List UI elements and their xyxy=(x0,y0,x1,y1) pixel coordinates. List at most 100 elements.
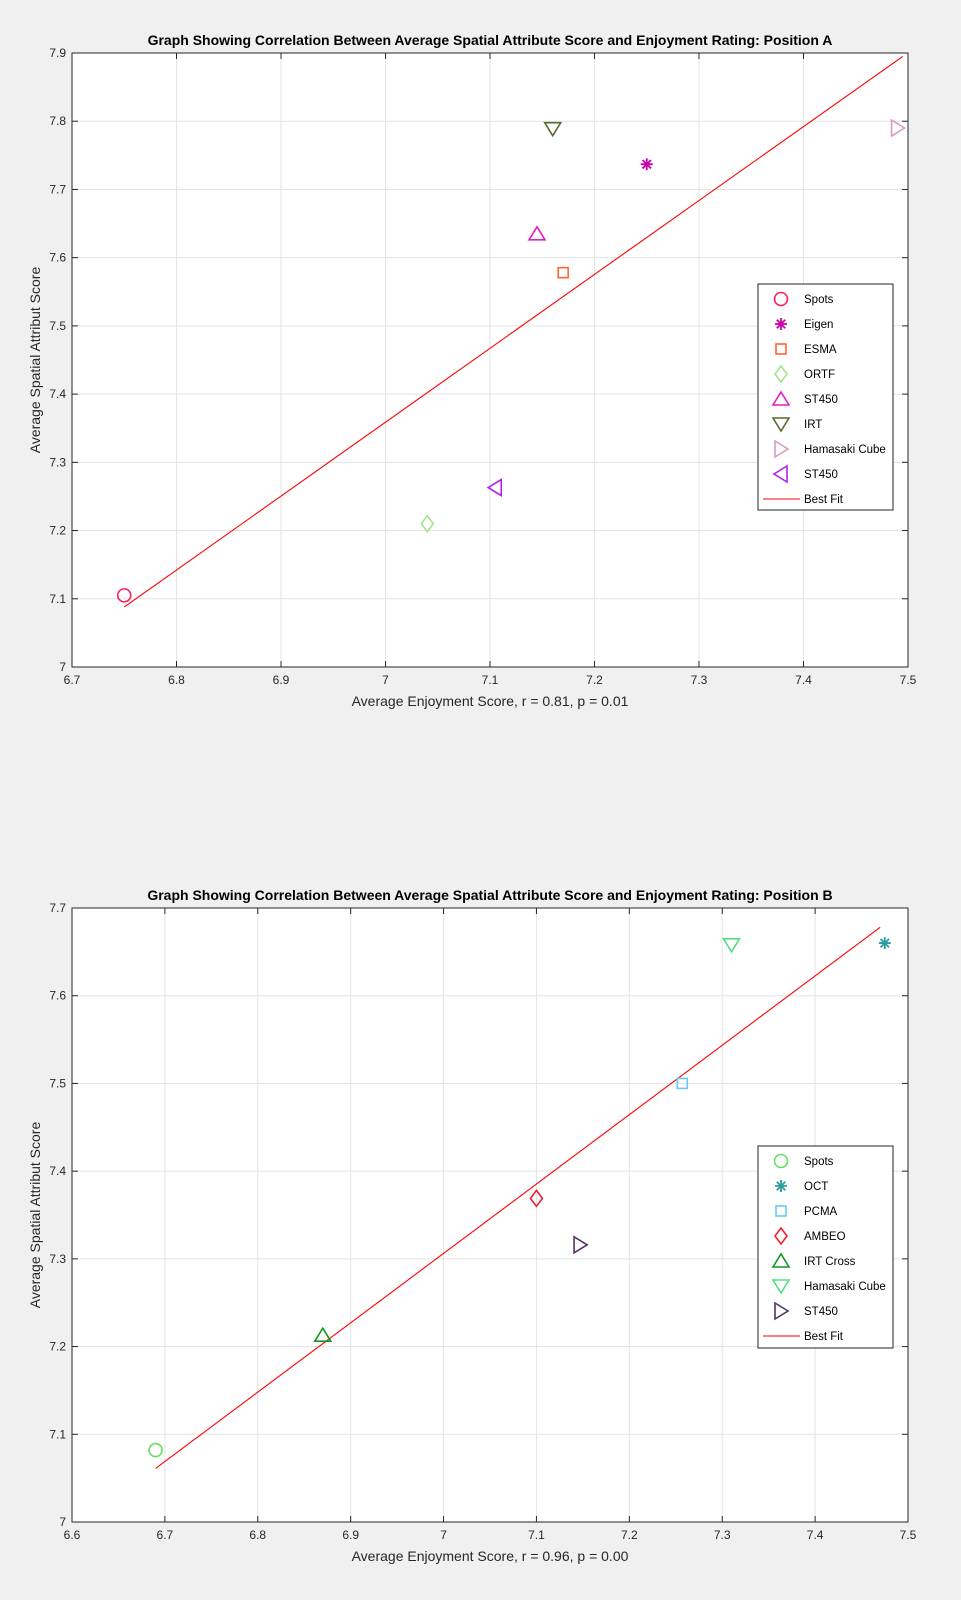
legend-label: Spots xyxy=(804,294,834,306)
legend-marker xyxy=(774,364,788,384)
legend-marker xyxy=(771,1279,791,1295)
legend-label: Eigen xyxy=(804,319,833,331)
x-axis-label: Average Enjoyment Score, r = 0.81, p = 0… xyxy=(352,693,629,709)
x-tick-label: 7.1 xyxy=(482,673,499,687)
x-tick-label: 7.3 xyxy=(691,673,708,687)
data-point xyxy=(420,514,435,534)
legend-marker xyxy=(772,464,788,484)
x-tick-label: 7.3 xyxy=(714,1528,731,1542)
y-axis-label: Average Spatial Attribut Score xyxy=(27,267,43,454)
y-tick-label: 7.4 xyxy=(49,1164,66,1178)
y-tick-label: 7.3 xyxy=(49,455,66,469)
chart-title: Graph Showing Correlation Between Averag… xyxy=(147,887,832,903)
y-tick-label: 7.6 xyxy=(49,251,66,265)
x-tick-label: 7.2 xyxy=(586,673,603,687)
legend-label: Best Fit xyxy=(804,1331,844,1343)
x-tick-label: 7.1 xyxy=(528,1528,545,1542)
legend-marker xyxy=(774,439,790,459)
y-tick-label: 7.2 xyxy=(49,524,66,538)
y-tick-label: 7.8 xyxy=(49,114,66,128)
legend-marker xyxy=(775,1205,787,1217)
x-tick-label: 7 xyxy=(440,1528,447,1542)
legend-marker xyxy=(773,291,789,307)
legend-marker xyxy=(773,1153,789,1169)
legend-marker xyxy=(775,1180,787,1192)
x-tick-label: 6.9 xyxy=(273,673,290,687)
chart-title: Graph Showing Correlation Between Averag… xyxy=(148,32,833,48)
legend-label: IRT xyxy=(804,419,822,431)
chart-position-b: 6.6 6.7 6.8 6.9 7 7.1 7.2 7.3 7.4 7.5 7 7.1 7.2 7.3 7.… xyxy=(27,887,917,1564)
legend-label: Best Fit xyxy=(804,494,844,506)
data-point xyxy=(148,1442,163,1458)
legend-marker xyxy=(774,1226,788,1246)
x-tick-label: 7 xyxy=(382,673,389,687)
data-point xyxy=(543,121,563,138)
y-tick-label: 7.3 xyxy=(49,1252,66,1266)
y-tick-label: 7.6 xyxy=(49,989,66,1003)
legend-marker xyxy=(771,390,791,406)
y-tick-label: 7 xyxy=(59,1515,66,1529)
data-point xyxy=(527,225,547,241)
data-point xyxy=(557,266,569,279)
axes-box xyxy=(71,907,909,1523)
x-tick-label: 6.8 xyxy=(168,673,185,687)
data-point xyxy=(313,1326,333,1342)
data-point xyxy=(486,478,503,498)
legend-marker xyxy=(771,417,791,433)
y-tick-label: 7.7 xyxy=(49,182,66,196)
legend-marker xyxy=(774,1301,790,1321)
y-tick-label: 7.2 xyxy=(49,1340,66,1354)
best-fit-line xyxy=(155,926,881,1469)
chart-position-a: 6.7 6.8 6.9 7 7.1 7.2 7.3 7.4 7.5 7 7.1 7.2 7.3 7.4 7.… xyxy=(27,32,917,709)
y-tick-label: 7.5 xyxy=(49,1076,66,1090)
axes-box xyxy=(71,52,909,668)
data-point xyxy=(722,938,741,954)
x-tick-label: 6.7 xyxy=(157,1528,174,1542)
legend-label: IRT Cross xyxy=(804,1256,856,1268)
x-tick-label: 6.9 xyxy=(342,1528,359,1542)
x-tick-label: 7.4 xyxy=(807,1528,824,1542)
legend: Spots OCT PCMA AMBEO IRT Cross Hamasaki Cube S… xyxy=(757,1145,894,1349)
legend-label: OCT xyxy=(804,1181,828,1193)
legend-label: ORTF xyxy=(804,369,835,381)
x-tick-label: 7.4 xyxy=(795,673,812,687)
best-fit-line xyxy=(123,55,904,608)
legend-label: ESMA xyxy=(804,344,837,356)
legend-label: ST450 xyxy=(804,1306,838,1318)
legend: Spots Eigen ESMA ORTF ST450 IRT Hamasaki Cube S… xyxy=(757,283,894,511)
y-tick-label: 7.1 xyxy=(49,1427,66,1441)
data-point xyxy=(116,588,132,603)
data-point xyxy=(640,158,653,171)
legend-marker xyxy=(775,318,787,330)
y-tick-label: 7.4 xyxy=(49,387,66,401)
y-axis-label: Average Spatial Attribut Score xyxy=(27,1122,43,1309)
legend-label: ST450 xyxy=(804,394,838,406)
x-axis-label: Average Enjoyment Score, r = 0.96, p = 0… xyxy=(352,1548,629,1564)
legend-label: ST450 xyxy=(804,469,838,481)
x-tick-label: 6.7 xyxy=(64,673,81,687)
legend-label: Spots xyxy=(804,1156,834,1168)
legend-box xyxy=(757,1145,894,1349)
legend-label: Hamasaki Cube xyxy=(804,444,886,456)
legend-marker xyxy=(775,343,787,355)
legend-label: PCMA xyxy=(804,1206,838,1218)
data-point xyxy=(573,1235,589,1255)
y-tick-label: 7.9 xyxy=(49,46,66,60)
x-tick-label: 6.6 xyxy=(64,1528,81,1542)
legend-label: AMBEO xyxy=(804,1231,846,1243)
y-tick-label: 7.5 xyxy=(49,319,66,333)
x-tick-label: 7.2 xyxy=(621,1528,638,1542)
y-tick-label: 7.1 xyxy=(49,592,66,606)
x-tick-label: 7.5 xyxy=(900,673,917,687)
data-point xyxy=(890,118,907,138)
y-tick-label: 7 xyxy=(59,660,66,674)
data-point xyxy=(878,937,891,950)
x-tick-label: 6.8 xyxy=(249,1528,266,1542)
y-tick-label: 7.7 xyxy=(49,901,66,915)
x-tick-label: 7.5 xyxy=(900,1528,917,1542)
legend-marker xyxy=(771,1252,791,1268)
legend-label: Hamasaki Cube xyxy=(804,1281,886,1293)
data-point xyxy=(529,1189,544,1208)
data-point xyxy=(676,1077,689,1090)
